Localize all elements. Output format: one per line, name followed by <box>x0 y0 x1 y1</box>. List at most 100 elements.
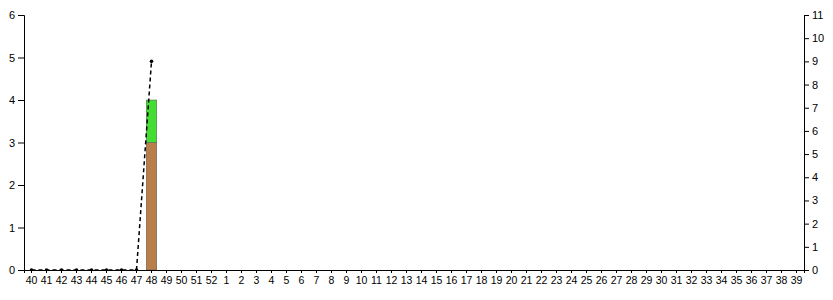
tick-mark <box>511 270 512 273</box>
tick-mark <box>736 270 737 273</box>
line <box>32 61 152 270</box>
tick-label: 47 <box>131 274 143 286</box>
tick: 3 <box>254 270 260 286</box>
tick-label: 21 <box>521 274 533 286</box>
tick-label: 16 <box>446 274 458 286</box>
tick: 5 <box>804 148 818 160</box>
tick: 11 <box>371 270 382 286</box>
tick-label: 38 <box>776 274 788 286</box>
tick-mark <box>466 270 467 273</box>
tick-label: 50 <box>176 274 188 286</box>
tick: 4 <box>9 94 24 106</box>
tick-label: 2 <box>812 218 818 230</box>
tick-label: 51 <box>191 274 203 286</box>
tick-mark <box>226 270 227 273</box>
tick-mark <box>18 15 24 16</box>
tick: 46 <box>116 270 128 286</box>
tick: 37 <box>761 270 773 286</box>
tick-mark <box>804 247 809 248</box>
tick-mark <box>751 270 752 273</box>
tick: 26 <box>596 270 608 286</box>
tick-mark <box>151 270 152 273</box>
tick-label: 6 <box>812 125 818 137</box>
tick: 24 <box>566 270 578 286</box>
tick-mark <box>301 270 302 273</box>
tick-mark <box>804 38 809 39</box>
tick-mark <box>526 270 527 273</box>
tick-label: 49 <box>161 274 173 286</box>
tick-label: 10 <box>356 274 368 286</box>
axis-line <box>25 271 805 274</box>
tick-mark <box>91 270 92 273</box>
tick-label: 26 <box>596 274 608 286</box>
tick-mark <box>616 270 617 273</box>
tick-mark <box>646 270 647 273</box>
tick-label: 5 <box>812 148 818 160</box>
tick-mark <box>436 270 437 273</box>
tick-mark <box>18 228 24 229</box>
marker <box>90 268 94 270</box>
tick-mark <box>451 270 452 273</box>
tick-mark <box>181 270 182 273</box>
tick: 29 <box>641 270 653 286</box>
tick: 25 <box>581 270 593 286</box>
tick-label: 36 <box>746 274 758 286</box>
tick: 18 <box>476 270 488 286</box>
tick: 10 <box>356 270 368 286</box>
tick: 9 <box>804 55 818 67</box>
tick: 8 <box>329 270 335 286</box>
axis-line <box>18 16 25 271</box>
tick-label: 35 <box>731 274 743 286</box>
tick-label: 20 <box>506 274 518 286</box>
tick-mark <box>346 270 347 273</box>
marker <box>150 60 154 64</box>
x-axis: 4041424344454647484950515212345678910111… <box>25 270 805 286</box>
tick-label: 14 <box>416 274 428 286</box>
tick-mark <box>721 270 722 273</box>
tick-mark <box>391 270 392 273</box>
tick: 48 <box>146 270 158 286</box>
tick: 4 <box>804 171 818 183</box>
tick-mark <box>804 224 809 225</box>
tick-mark <box>406 270 407 273</box>
marker <box>30 268 34 270</box>
tick-mark <box>804 131 809 132</box>
tick-mark <box>804 61 809 62</box>
tick-label: 15 <box>431 274 443 286</box>
tick-label: 3 <box>9 137 15 149</box>
tick: 15 <box>431 270 443 286</box>
tick-mark <box>331 270 332 273</box>
marker <box>60 268 64 270</box>
tick: 14 <box>416 270 428 286</box>
tick: 7 <box>804 102 818 114</box>
tick: 5 <box>284 270 290 286</box>
tick: 19 <box>491 270 503 286</box>
tick-mark <box>421 270 422 273</box>
tick-label: 7 <box>812 102 818 114</box>
tick-label: 9 <box>812 55 818 67</box>
tick-mark <box>781 270 782 273</box>
tick-mark <box>676 270 677 273</box>
tick-mark <box>18 270 24 271</box>
tick-label: 39 <box>791 274 803 286</box>
tick: 51 <box>191 270 203 286</box>
tick-mark <box>46 270 47 273</box>
tick-label: 10 <box>812 32 824 44</box>
tick: 2 <box>9 179 24 191</box>
tick: 36 <box>746 270 758 286</box>
tick-label: 41 <box>41 274 53 286</box>
tick: 2 <box>804 218 818 230</box>
tick: 49 <box>161 270 173 286</box>
tick: 9 <box>344 270 350 286</box>
tick-label: 31 <box>671 274 683 286</box>
tick: 45 <box>101 270 113 286</box>
marker <box>135 268 139 270</box>
tick: 1 <box>804 241 818 253</box>
tick: 44 <box>86 270 98 286</box>
tick-label: 37 <box>761 274 773 286</box>
tick-mark <box>661 270 662 273</box>
tick: 11 <box>804 9 823 21</box>
tick: 32 <box>686 270 698 286</box>
tick-mark <box>256 270 257 273</box>
tick-mark <box>571 270 572 273</box>
